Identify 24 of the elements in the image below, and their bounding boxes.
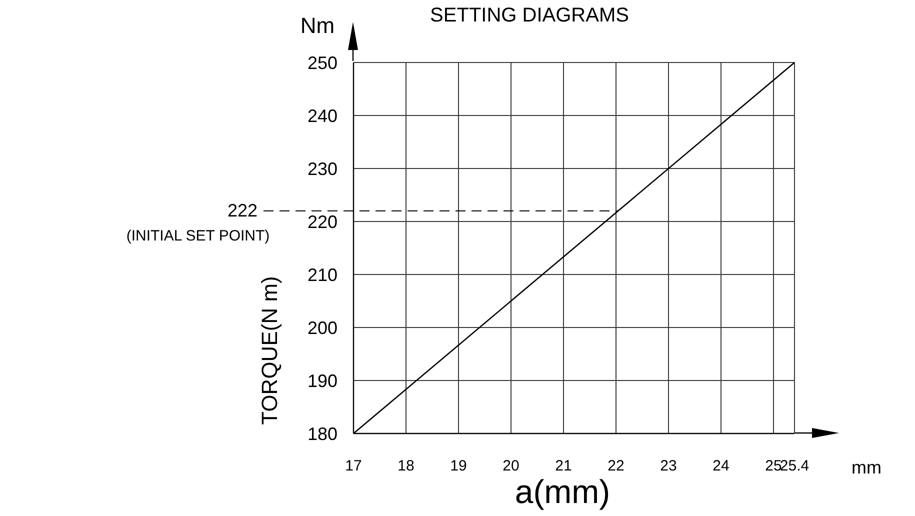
chart-title: SETTING DIAGRAMS <box>430 4 629 26</box>
y-tick-label: 200 <box>307 318 338 338</box>
x-tick-label: 20 <box>502 458 520 474</box>
x-tick-label: 23 <box>660 458 677 474</box>
y-tick-label: 210 <box>307 265 338 285</box>
y-tick-label: 230 <box>307 159 338 179</box>
x-tick-label: 25 <box>765 458 782 474</box>
x-tick-label: 18 <box>398 458 414 474</box>
y-tick-label: 220 <box>307 212 338 232</box>
x-tick-label: 24 <box>712 458 730 474</box>
x-tick-label: 19 <box>450 458 467 474</box>
x-tick-label: 25.4 <box>780 458 810 474</box>
y-axis-title: TORQUE(N m) <box>257 276 282 425</box>
x-axis-title: a(mm) <box>514 473 610 510</box>
y-tick-label: 190 <box>307 371 338 391</box>
x-tick-label: 17 <box>345 458 362 474</box>
text: Nm <box>300 13 335 38</box>
y-tick-label: 240 <box>307 106 338 126</box>
x-tick-label: 21 <box>555 458 572 474</box>
y-tick-label: 250 <box>307 53 338 73</box>
text: mm <box>852 458 882 478</box>
ref-line-label: 222 (INITIAL SET POINT) <box>126 200 270 244</box>
y-tick-label: 180 <box>307 424 338 444</box>
x-tick-label: 22 <box>608 458 624 474</box>
